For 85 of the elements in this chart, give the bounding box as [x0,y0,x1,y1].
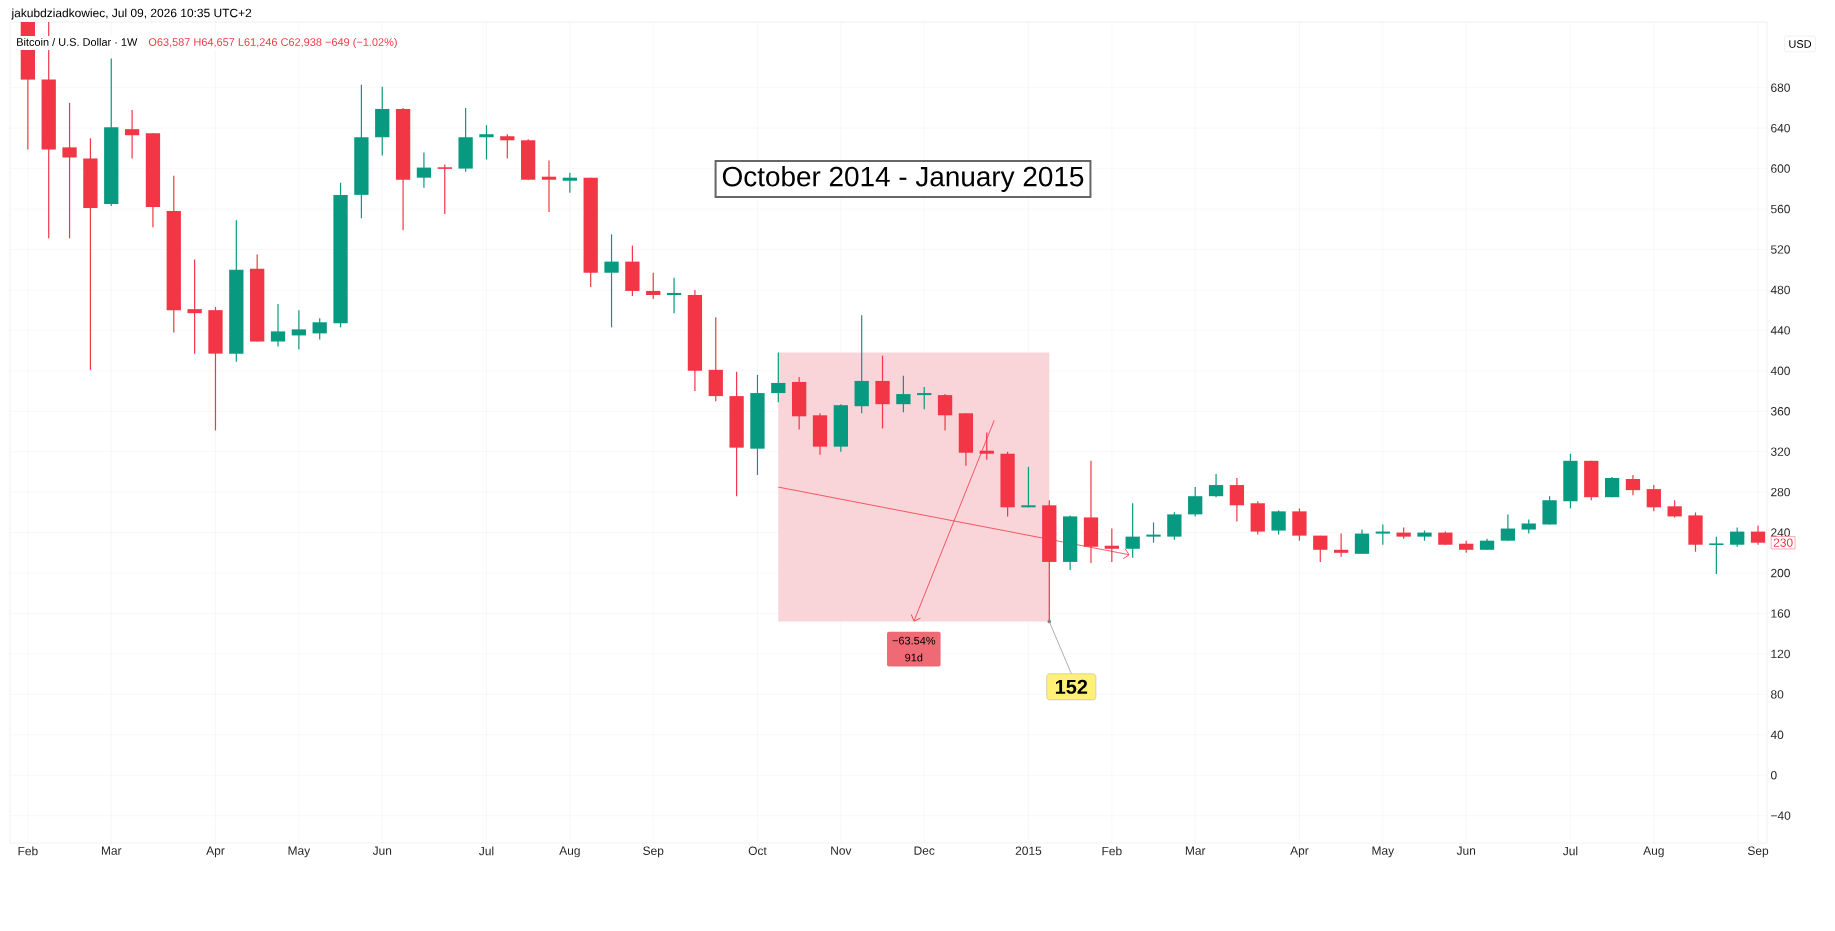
x-tick-label: Aug [559,846,580,858]
y-tick-label: 480 [1770,285,1790,295]
y-tick-label: 160 [1771,609,1790,618]
candlestick [416,151,432,189]
candlestick [1229,477,1245,523]
x-tick-label: Sep [643,846,664,858]
candlestick [917,386,932,410]
x-tick-label: Dec [914,846,935,855]
candlestick [1313,535,1328,563]
y-tick-label: 280 [1771,487,1790,497]
y-tick-label: 320 [1770,447,1790,456]
annotation: 91d [905,653,923,662]
candlestick [1625,474,1641,496]
x-tick-label: Feb [18,846,38,856]
candlestick [62,102,77,239]
y-tick-label: 120 [1771,649,1790,659]
y-tick-label: 440 [1770,326,1790,335]
y-tick-label: 0 [1770,771,1777,780]
x-tick-label: Aug [1643,846,1664,858]
y-tick-label: 80 [1771,690,1784,699]
candlestick [646,272,661,300]
candlestick [541,159,557,213]
y-tick-label: 520 [1770,245,1790,254]
candlestick [436,163,453,215]
candlestick [124,109,140,160]
candlestick [937,393,953,432]
text: jakubdziadkowiec, Jul 09, 2026 10:35 UTC+2 [11,8,252,20]
candlestick [1646,484,1661,512]
x-tick-label: Apr [206,846,225,858]
candlestick [270,303,286,348]
x-tick-label: 2015 [1015,846,1042,855]
x-tick-label: Sep [1747,846,1769,858]
y-tick-label: 600 [1771,164,1790,173]
candlestick [1500,513,1516,542]
candlestick [1188,486,1203,518]
candlestick [1146,521,1161,544]
candlestick [1708,536,1725,575]
y-tick-label: 200 [1771,568,1790,578]
candlestick [896,375,911,413]
candlestick [666,277,682,314]
candlestick [771,352,786,403]
candlestick [604,233,619,328]
x-tick-label: Jul [1562,846,1578,856]
y-tick-label: −40 [1771,811,1791,820]
x-tick-label: Mar [1185,846,1206,855]
y-tick-label: 680 [1771,83,1790,92]
annotation: 152 [1055,679,1088,694]
text: October 2014 - January 2015 [722,166,1084,192]
x-tick-label: May [1372,846,1395,858]
candlestick [1271,509,1286,536]
candlestick [1208,473,1224,498]
candlestick [1021,466,1036,508]
candlestick [1354,528,1370,555]
candlestick [1333,533,1349,558]
candlestick [1730,526,1745,548]
annotation: Bitcoin / U.S. Dollar · 1W [17,37,138,46]
candlestick [1167,511,1182,541]
x-tick-label: Jul [479,846,494,856]
annotation: 230 [1773,538,1793,547]
y-tick-label: 40 [1770,730,1784,740]
candlestick [1375,523,1390,546]
y-tick-label: 360 [1770,407,1790,416]
candlestick [479,124,494,161]
x-tick-label: Oct [748,846,767,855]
x-tick-label: Jun [1456,846,1476,855]
x-tick-label: Feb [1102,846,1122,856]
x-tick-label: Jun [372,846,392,855]
candlestick [500,133,515,160]
candlestick [291,309,306,351]
x-tick-label: May [288,846,311,858]
y-tick-label: 400 [1770,366,1790,376]
candlestick [562,172,577,194]
y-axis-title: USD [1789,40,1812,48]
candlestick [187,258,202,355]
y-tick-label: 640 [1771,123,1790,133]
y-tick-label: 560 [1770,204,1790,214]
y-tick-label: 240 [1771,528,1790,537]
candlestick [1750,524,1766,546]
candlestick [312,317,327,341]
x-tick-label: Apr [1290,846,1309,858]
candlestick [875,355,890,430]
x-tick-label: Mar [101,846,122,855]
annotation: O63,587 H64,657 L61,246 C62,938 −649 (−1.02%) [148,37,397,49]
x-tick-label: Nov [831,846,852,855]
annotation: −63.54% [892,636,936,645]
